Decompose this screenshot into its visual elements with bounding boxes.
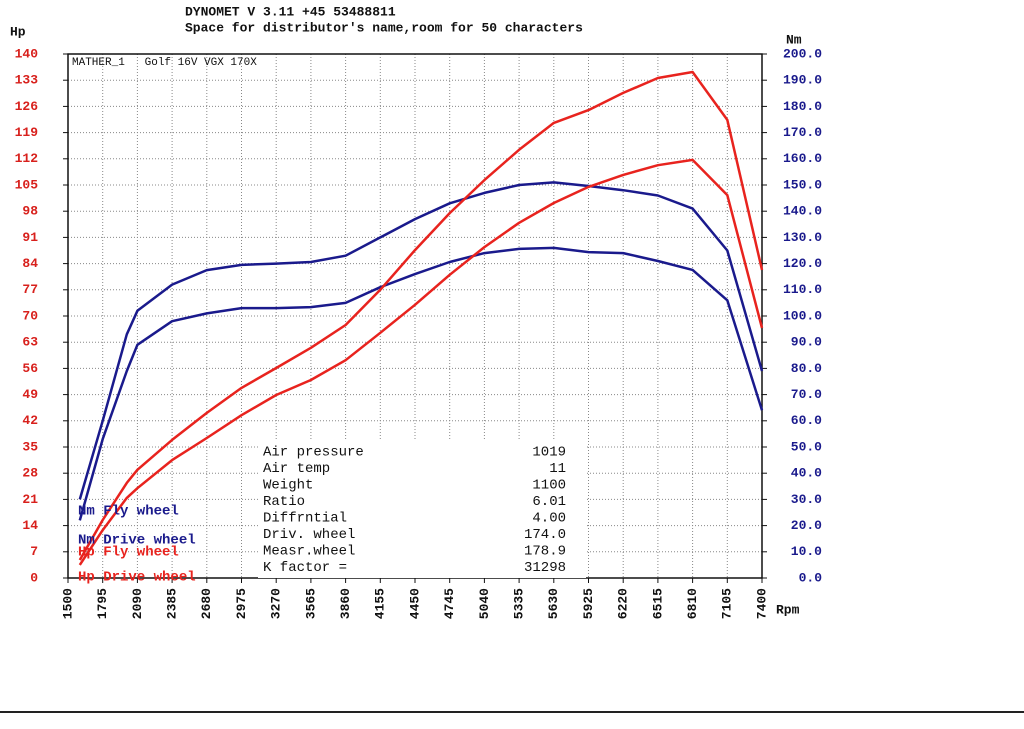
y2-tick-label: 160.0 bbox=[783, 151, 822, 166]
x-tick-label: 3565 bbox=[303, 588, 318, 619]
x-tick-label: 6515 bbox=[650, 588, 665, 619]
y-tick-label: 112 bbox=[15, 151, 39, 166]
info-value: 174.0 bbox=[524, 527, 566, 543]
x-tick-label: 5335 bbox=[512, 588, 527, 619]
x-tick-label: 7400 bbox=[754, 588, 769, 619]
info-value: 31298 bbox=[524, 560, 566, 576]
x-tick-label: 7105 bbox=[720, 588, 735, 619]
x-tick-label: 4745 bbox=[442, 588, 457, 619]
y2-tick-label: 60.0 bbox=[791, 413, 822, 428]
info-label: K factor = bbox=[263, 560, 347, 576]
info-label: Ratio bbox=[263, 494, 305, 510]
y2-tick-label: 150.0 bbox=[783, 177, 822, 192]
x-tick-label: 5925 bbox=[581, 588, 596, 619]
info-label: Air temp bbox=[263, 461, 330, 477]
x-tick-label: 6220 bbox=[616, 588, 631, 619]
y2-tick-label: 50.0 bbox=[791, 439, 822, 454]
series-line bbox=[78, 70, 764, 561]
y-tick-label: 21 bbox=[22, 492, 38, 507]
y2-axis-label: Nm bbox=[786, 32, 802, 47]
info-value: 11 bbox=[549, 461, 566, 477]
x-tick-label: 2090 bbox=[130, 588, 145, 619]
info-box bbox=[258, 441, 586, 578]
y-tick-label: 35 bbox=[22, 439, 38, 454]
y-tick-label: 133 bbox=[15, 73, 39, 88]
x-tick-label: 5630 bbox=[546, 588, 561, 619]
y-tick-label: 0 bbox=[30, 570, 38, 585]
y2-tick-label: 190.0 bbox=[783, 73, 822, 88]
y-tick-label: 91 bbox=[22, 230, 38, 245]
y2-tick-label: 200.0 bbox=[783, 46, 822, 61]
y-tick-label: 70 bbox=[22, 308, 38, 323]
y-tick-label: 14 bbox=[22, 518, 38, 533]
y2-tick-label: 180.0 bbox=[783, 99, 822, 114]
series-line bbox=[78, 246, 764, 521]
legend-entry: Nm Fly wheel bbox=[78, 504, 179, 520]
info-value: 1100 bbox=[532, 478, 566, 494]
y-tick-label: 42 bbox=[22, 413, 38, 428]
info-label: Weight bbox=[263, 478, 313, 494]
legend-entry: Hp Fly wheel bbox=[78, 545, 179, 561]
x-tick-label: 1795 bbox=[95, 588, 110, 619]
info-label: Air pressure bbox=[263, 445, 364, 461]
info-value: 178.9 bbox=[524, 544, 566, 560]
chart-annotation: MATHER_1 Golf 16V VGX 170X bbox=[72, 57, 257, 69]
y2-tick-label: 120.0 bbox=[783, 256, 822, 271]
series-line bbox=[78, 181, 764, 500]
x-tick-label: 2385 bbox=[165, 588, 180, 619]
y2-tick-label: 170.0 bbox=[783, 125, 822, 140]
y-tick-label: 63 bbox=[22, 335, 38, 350]
chart-title: DYNOMET V 3.11 +45 53488811 bbox=[185, 4, 396, 19]
x-tick-label: 4155 bbox=[373, 588, 388, 619]
info-value: 6.01 bbox=[532, 494, 566, 510]
info-label: Measr.wheel bbox=[263, 544, 355, 560]
y-tick-label: 77 bbox=[22, 282, 38, 297]
y-axis-label: Hp bbox=[10, 24, 26, 39]
y2-tick-label: 90.0 bbox=[791, 335, 822, 350]
x-tick-label: 2680 bbox=[199, 588, 214, 619]
y-tick-label: 84 bbox=[22, 256, 38, 271]
x-tick-label: 1500 bbox=[60, 588, 75, 619]
y-tick-label: 28 bbox=[22, 466, 38, 481]
series-line bbox=[78, 158, 764, 566]
y-tick-label: 49 bbox=[22, 387, 38, 402]
info-label: Diffrntial bbox=[263, 511, 347, 527]
y2-tick-label: 110.0 bbox=[783, 282, 822, 297]
x-tick-label: 4450 bbox=[407, 588, 422, 619]
x-tick-label: 3860 bbox=[338, 588, 353, 619]
y2-tick-label: 10.0 bbox=[791, 544, 822, 559]
x-axis-label: Rpm bbox=[776, 602, 800, 617]
y-tick-label: 7 bbox=[30, 544, 38, 559]
y2-tick-label: 80.0 bbox=[791, 361, 822, 376]
y2-tick-label: 140.0 bbox=[783, 204, 822, 219]
x-tick-label: 6810 bbox=[685, 588, 700, 619]
y2-tick-label: 130.0 bbox=[783, 230, 822, 245]
y-tick-label: 56 bbox=[22, 361, 38, 376]
legend-entry: Hp Drive wheel bbox=[78, 570, 196, 586]
x-tick-label: 5040 bbox=[477, 588, 492, 619]
x-tick-label: 3270 bbox=[269, 588, 284, 619]
info-label: Driv. wheel bbox=[263, 527, 355, 543]
legend-entry: Nm Drive wheel bbox=[78, 533, 196, 549]
info-value: 4.00 bbox=[532, 511, 566, 527]
y-tick-label: 98 bbox=[22, 204, 38, 219]
y-tick-label: 126 bbox=[15, 99, 39, 114]
y-tick-label: 140 bbox=[15, 46, 39, 61]
y2-tick-label: 100.0 bbox=[783, 308, 822, 323]
y2-tick-label: 40.0 bbox=[791, 466, 822, 481]
y-tick-label: 119 bbox=[15, 125, 39, 140]
y2-tick-label: 70.0 bbox=[791, 387, 822, 402]
y2-tick-label: 0.0 bbox=[799, 570, 823, 585]
chart-subtitle: Space for distributor's name,room for 50… bbox=[185, 20, 583, 35]
x-tick-label: 2975 bbox=[234, 588, 249, 619]
info-value: 1019 bbox=[532, 445, 566, 461]
y2-tick-label: 30.0 bbox=[791, 492, 822, 507]
y2-tick-label: 20.0 bbox=[791, 518, 822, 533]
y-tick-label: 105 bbox=[15, 177, 39, 192]
